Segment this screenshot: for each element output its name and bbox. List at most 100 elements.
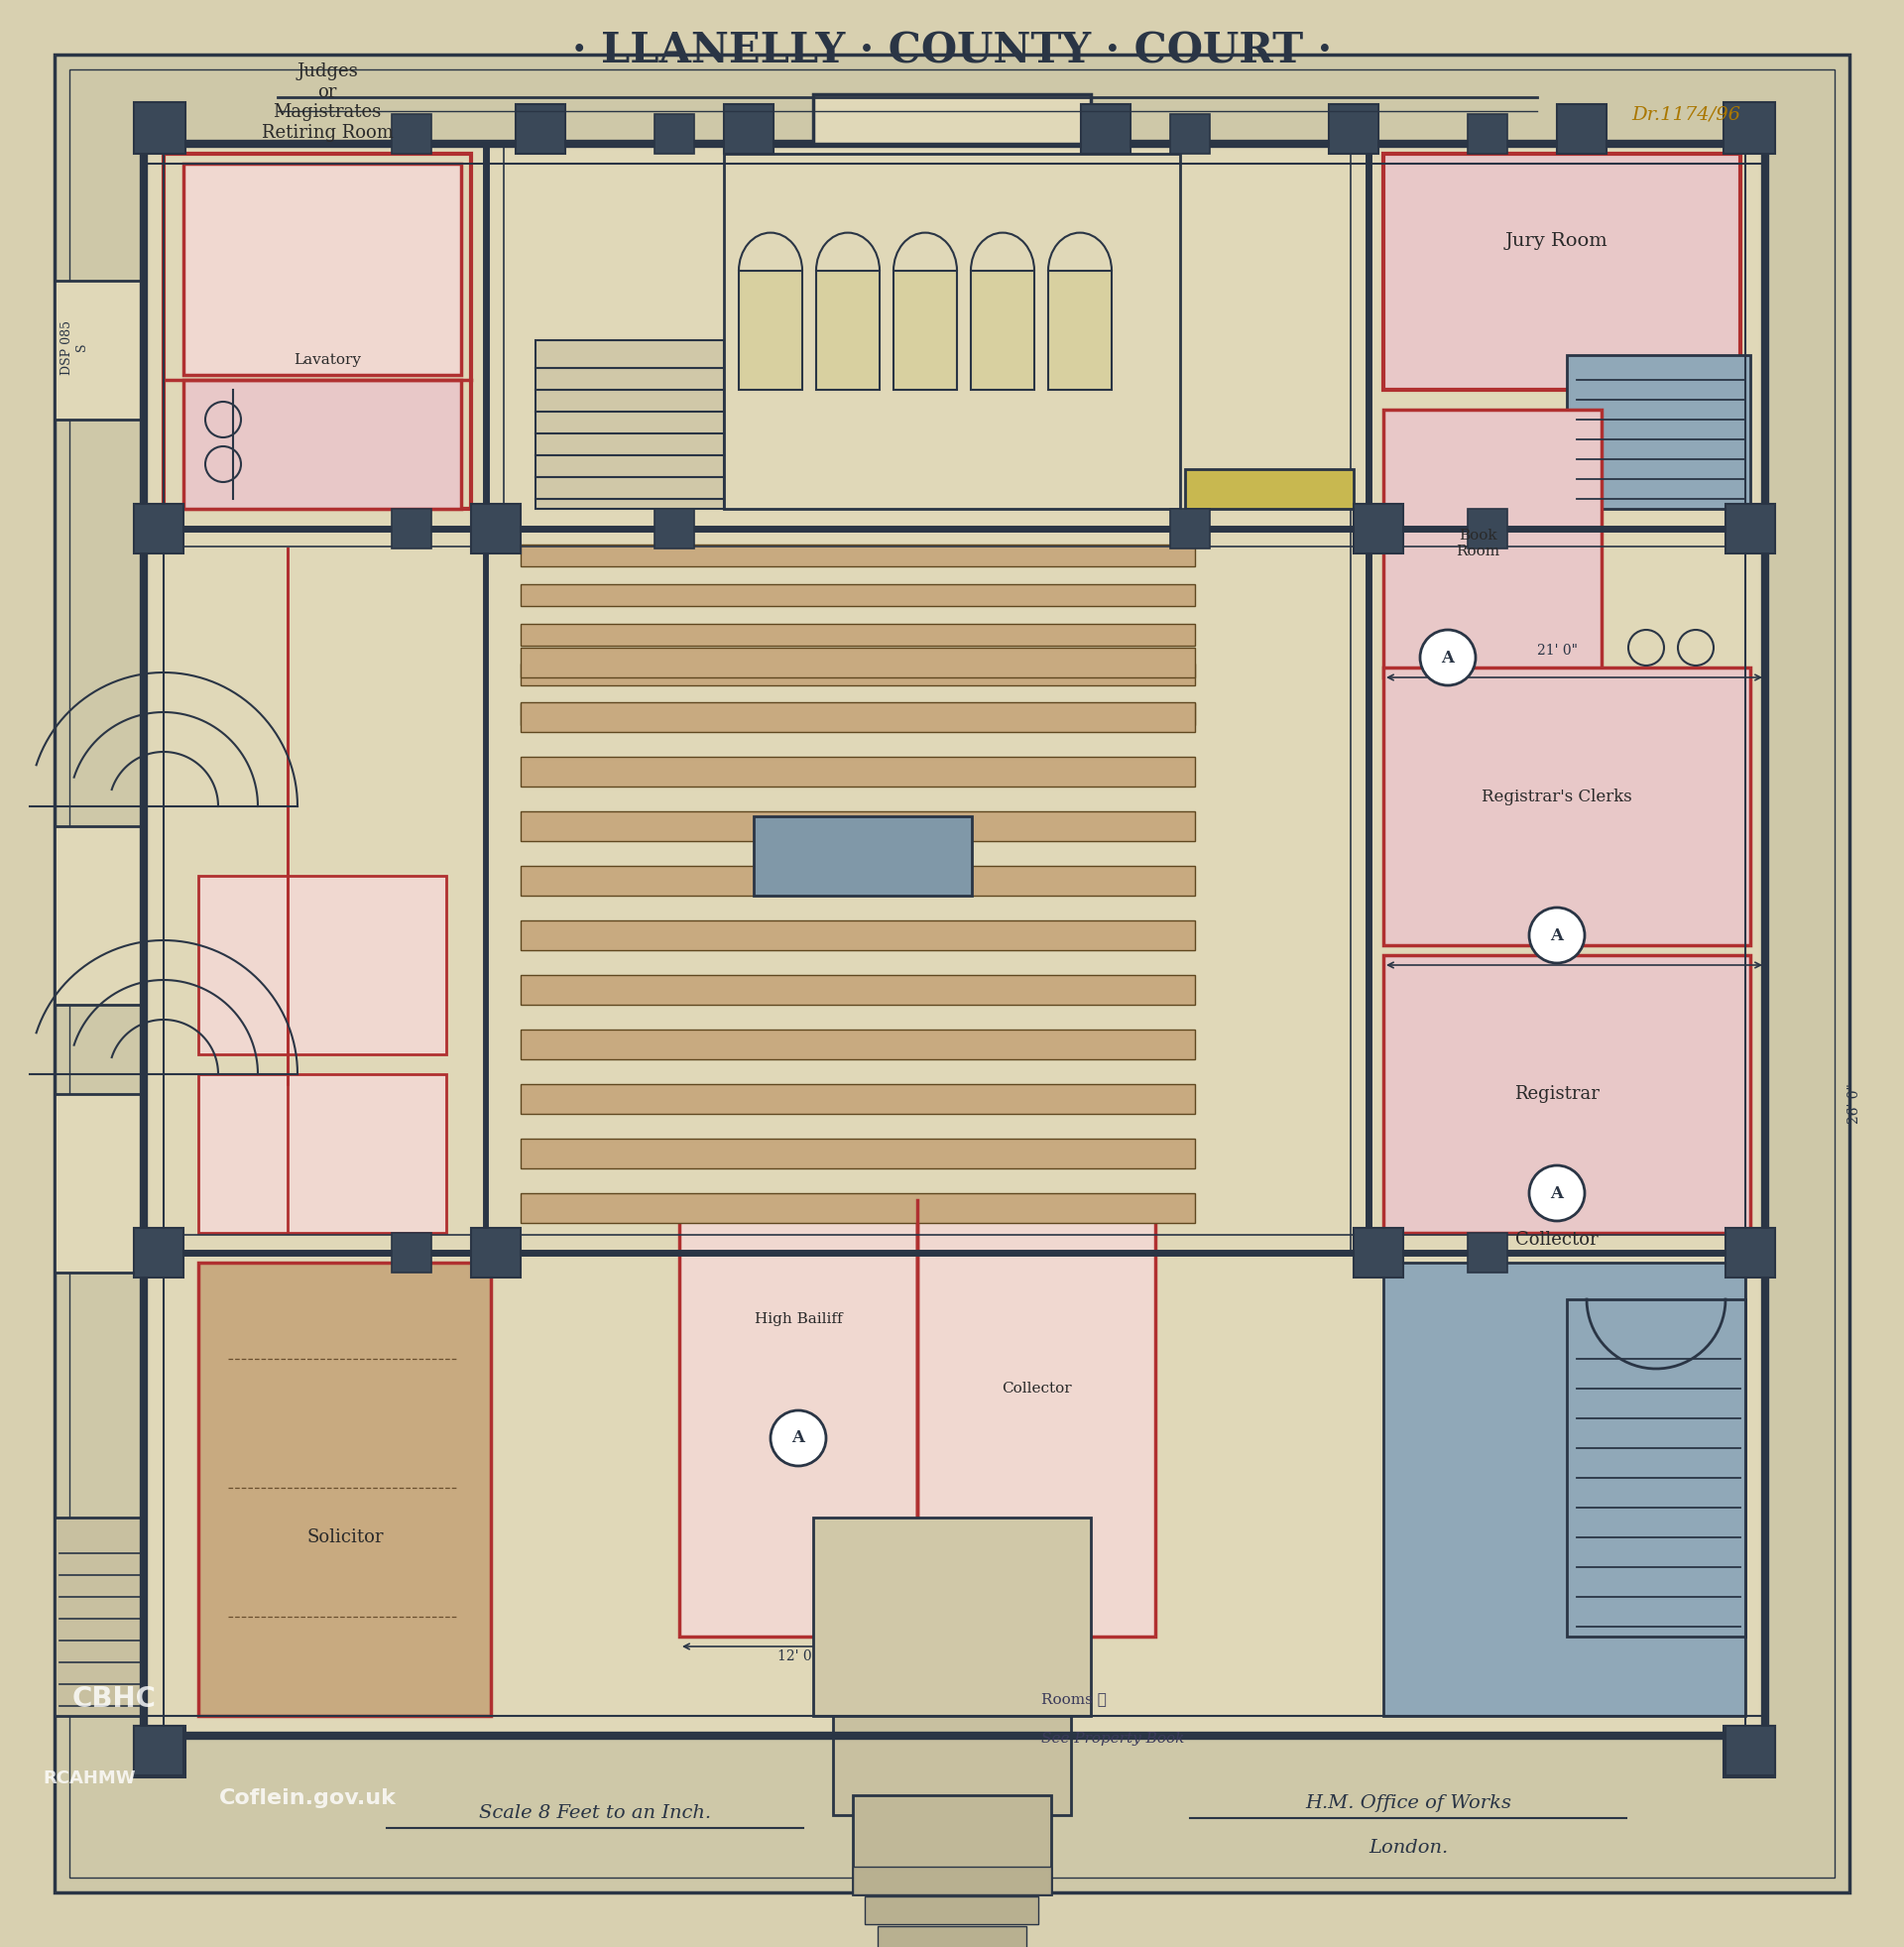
- Text: 26' 0": 26' 0": [1847, 1084, 1862, 1123]
- Text: Coflein.gov.uk: Coflein.gov.uk: [219, 1787, 396, 1809]
- Bar: [834, 1715, 1070, 1815]
- Bar: [55, 280, 145, 419]
- Bar: [1384, 409, 1601, 678]
- Text: Lavatory: Lavatory: [293, 352, 362, 366]
- Text: Registrar's Clerks: Registrar's Clerks: [1481, 789, 1632, 804]
- Bar: [520, 623, 1196, 646]
- Bar: [506, 154, 1348, 1232]
- Bar: [520, 1030, 1196, 1059]
- Text: Registrar: Registrar: [1514, 1084, 1599, 1102]
- Text: London.: London.: [1369, 1838, 1447, 1857]
- Circle shape: [1529, 1166, 1584, 1221]
- Bar: [520, 1084, 1196, 1114]
- Bar: [183, 164, 461, 376]
- Bar: [392, 1232, 432, 1273]
- Bar: [470, 1229, 520, 1277]
- Bar: [680, 1199, 918, 1637]
- Bar: [392, 508, 432, 549]
- Bar: [520, 703, 1196, 732]
- Bar: [1184, 469, 1354, 508]
- Bar: [655, 115, 695, 154]
- Text: RCAHMW: RCAHMW: [42, 1770, 135, 1787]
- Bar: [392, 115, 432, 154]
- Bar: [1723, 101, 1775, 154]
- Text: Solicitor: Solicitor: [307, 1528, 383, 1546]
- Bar: [520, 1139, 1196, 1168]
- Bar: [971, 271, 1034, 389]
- Bar: [55, 1094, 145, 1273]
- Bar: [893, 271, 958, 389]
- Bar: [853, 1867, 1051, 1894]
- Circle shape: [1529, 907, 1584, 964]
- Text: Collector: Collector: [1516, 1231, 1597, 1248]
- Bar: [55, 1530, 145, 1690]
- Text: High Bailiff: High Bailiff: [754, 1312, 842, 1326]
- Bar: [133, 1229, 183, 1277]
- Text: Collector: Collector: [1002, 1382, 1072, 1396]
- Bar: [1354, 504, 1403, 553]
- Text: A: A: [1441, 648, 1455, 666]
- Bar: [1384, 154, 1740, 389]
- Bar: [1567, 1299, 1746, 1637]
- Bar: [133, 1725, 183, 1776]
- Text: See Property Book: See Property Book: [1041, 1731, 1184, 1746]
- Bar: [520, 545, 1196, 567]
- Bar: [1384, 956, 1750, 1232]
- Bar: [470, 504, 520, 553]
- Bar: [55, 826, 145, 1005]
- Bar: [1329, 103, 1378, 154]
- Bar: [198, 876, 446, 1055]
- Bar: [133, 1725, 185, 1778]
- Bar: [55, 1517, 145, 1715]
- Text: H.M. Office of Works: H.M. Office of Works: [1304, 1795, 1512, 1813]
- Text: A: A: [1550, 1186, 1563, 1201]
- Bar: [198, 1262, 491, 1715]
- Bar: [520, 975, 1196, 1005]
- Text: DSP 085
S: DSP 085 S: [61, 319, 88, 374]
- Bar: [655, 508, 695, 549]
- Bar: [754, 816, 971, 896]
- Bar: [133, 101, 185, 154]
- Bar: [520, 584, 1196, 606]
- Bar: [145, 144, 1765, 1735]
- Bar: [1725, 1229, 1775, 1277]
- Bar: [817, 271, 880, 389]
- Bar: [164, 549, 486, 1232]
- Bar: [520, 1194, 1196, 1223]
- Bar: [1384, 668, 1750, 944]
- Circle shape: [771, 1410, 826, 1466]
- Bar: [520, 866, 1196, 896]
- Bar: [1171, 508, 1209, 549]
- Bar: [1725, 504, 1775, 553]
- Bar: [1725, 1725, 1775, 1776]
- Text: Scale 8 Feet to an Inch.: Scale 8 Feet to an Inch.: [480, 1805, 710, 1822]
- Bar: [1723, 1725, 1775, 1778]
- Text: A: A: [792, 1429, 805, 1447]
- Bar: [520, 648, 1196, 678]
- Text: 21' 0": 21' 0": [1537, 644, 1577, 658]
- Text: Jury Room: Jury Room: [1506, 232, 1609, 249]
- Circle shape: [1420, 629, 1476, 685]
- Bar: [864, 1896, 1038, 1924]
- Bar: [1049, 271, 1112, 389]
- Bar: [813, 1517, 1091, 1715]
- Bar: [1557, 103, 1607, 154]
- Bar: [164, 1262, 1746, 1715]
- Bar: [724, 103, 773, 154]
- Bar: [878, 1926, 1026, 1947]
- Text: 12' 0": 12' 0": [779, 1649, 819, 1663]
- Bar: [1081, 103, 1131, 154]
- Text: Dr.1174/96: Dr.1174/96: [1632, 105, 1740, 123]
- Text: · LLANELLY · COUNTY · COURT ·: · LLANELLY · COUNTY · COURT ·: [571, 31, 1333, 72]
- Bar: [183, 380, 461, 508]
- Bar: [1354, 1229, 1403, 1277]
- Bar: [520, 812, 1196, 841]
- Bar: [516, 103, 565, 154]
- Bar: [535, 341, 724, 508]
- Bar: [918, 1199, 1156, 1637]
- Bar: [853, 1795, 1051, 1894]
- Text: 21' 0": 21' 0": [1537, 937, 1577, 950]
- Text: Rooms Ⓐ: Rooms Ⓐ: [1041, 1692, 1106, 1706]
- Bar: [133, 504, 183, 553]
- Bar: [1468, 508, 1508, 549]
